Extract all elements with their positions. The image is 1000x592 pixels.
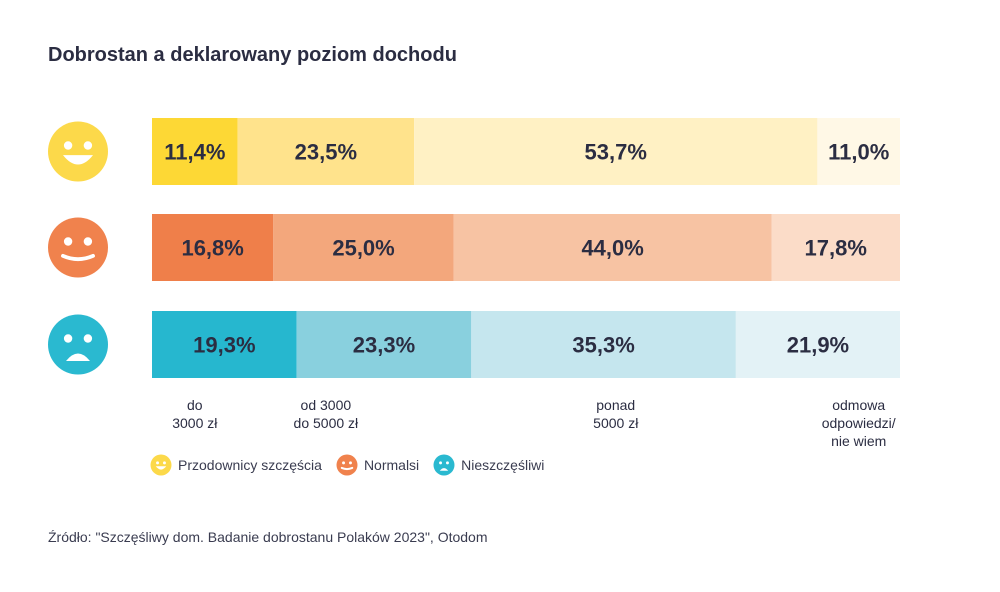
smile-icon-legend — [150, 454, 172, 476]
legend: Przodownicy szczęścia Normalsi Nieszczęś… — [150, 454, 558, 476]
data-label-0-2: 53,7% — [585, 140, 647, 165]
data-label-1-1: 25,0% — [332, 236, 394, 261]
bar-segment-0-2 — [414, 118, 818, 185]
data-label-2-3: 21,9% — [787, 333, 849, 358]
bar-segment-2-2 — [471, 311, 736, 378]
bar-segment-1-0 — [152, 214, 274, 281]
data-label-1-2: 44,0% — [581, 236, 643, 261]
source-note: Źródło: "Szczęśliwy dom. Badanie dobrost… — [48, 529, 488, 545]
smile-icon — [150, 454, 172, 476]
neutral-face-icon-legend — [336, 454, 358, 476]
smile-icon-row-0 — [48, 121, 108, 182]
data-label-0-1: 23,5% — [295, 140, 357, 165]
data-label-1-3: 17,8% — [805, 236, 867, 261]
bar-segment-2-0 — [152, 311, 297, 378]
bar-segment-2-3 — [735, 311, 900, 378]
data-label-0-3: 11,0% — [828, 140, 889, 165]
data-label-1-0: 16,8% — [181, 236, 243, 261]
category-label-3: odmowa odpowiedzi/ nie wiem — [821, 397, 896, 449]
bar-segment-0-0 — [152, 118, 238, 185]
category-label-2: ponad 5000 zł — [593, 397, 639, 431]
legend-label: Nieszczęśliwi — [461, 457, 545, 473]
sad-icon-legend — [433, 454, 455, 476]
data-label-2-0: 19,3% — [193, 333, 255, 358]
category-label-1: od 3000 do 5000 zł — [293, 397, 359, 431]
bar-segment-0-3 — [817, 118, 900, 185]
legend-item-nieszczesliwi: Nieszczęśliwi — [433, 454, 544, 476]
neutral-face-icon-row-1 — [48, 217, 108, 278]
chart-title: Dobrostan a deklarowany poziom dochodu — [48, 44, 457, 66]
legend-label: Przodownicy szczęścia — [178, 457, 322, 473]
bar-segment-2-1 — [296, 311, 472, 378]
bar-segment-1-1 — [273, 214, 454, 281]
sad-icon — [433, 454, 455, 476]
data-label-0-0: 11,4% — [164, 140, 225, 165]
category-label-0: do 3000 zł — [172, 397, 218, 431]
bar-segment-0-1 — [237, 118, 415, 185]
data-label-2-2: 35,3% — [572, 333, 634, 358]
bar-segment-1-2 — [453, 214, 772, 281]
legend-item-przodownicy: Przodownicy szczęścia — [150, 454, 322, 476]
legend-item-normalsi: Normalsi — [336, 454, 419, 476]
bar-segment-1-3 — [771, 214, 900, 281]
neutral-face-icon — [336, 454, 358, 476]
sad-icon-row-2 — [48, 314, 108, 375]
legend-label: Normalsi — [363, 457, 420, 473]
chart-area: 11,4% 23,5% 53,7% 11,0% 16,8% 25,0% 44,0% 17,8%… — [48, 118, 900, 378]
data-label-2-1: 23,3% — [353, 333, 415, 358]
